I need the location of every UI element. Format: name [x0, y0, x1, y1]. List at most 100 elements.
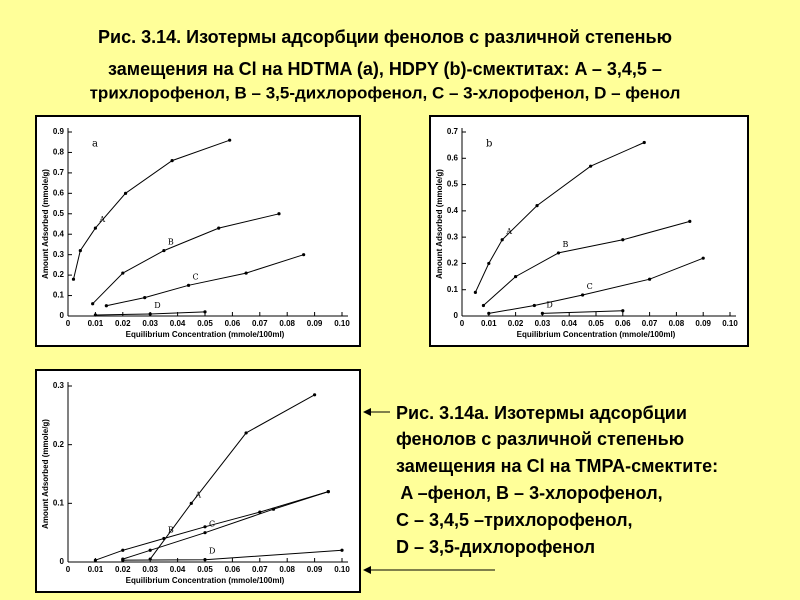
data-point: [143, 296, 147, 300]
x-tick-label: 0.06: [615, 319, 631, 328]
x-tick-label: 0.08: [279, 565, 295, 574]
data-point: [244, 271, 248, 275]
y-tick-label: 0.4: [53, 229, 65, 238]
y-tick-label: 0.7: [53, 168, 65, 177]
data-point: [621, 238, 625, 242]
x-tick-label: 0.09: [307, 565, 323, 574]
y-tick-label: 0.9: [53, 127, 65, 136]
data-point: [162, 536, 166, 541]
x-tick-label: 0.01: [88, 319, 104, 328]
series-label: C: [193, 272, 199, 281]
series-line: [149, 394, 315, 560]
y-tick-label: 0.1: [447, 285, 459, 294]
data-point: [642, 140, 646, 145]
series-label: A: [194, 490, 201, 499]
data-point: [203, 310, 207, 314]
caption-line: C – 3,4,5 –трихлорофенол,: [396, 510, 633, 530]
chart: 0 0.01 0.02 0.03 0.04 0.05 0.06 0.07 0.08 0.09 0.1…: [35, 115, 361, 347]
data-point: [535, 204, 539, 208]
series-label: C: [587, 282, 593, 291]
data-point: [258, 510, 262, 514]
y-tick-label: 0.2: [447, 259, 459, 268]
data-point: [203, 525, 207, 529]
y-tick-label: 0.2: [53, 270, 65, 279]
x-tick-label: 0.09: [695, 319, 711, 328]
x-tick-label: 0.05: [197, 319, 213, 328]
chart: 0 0.01 0.02 0.03 0.04 0.05 0.06 0.07 0.08 0.09 0.1…: [429, 115, 749, 347]
x-tick-label: 0: [460, 319, 465, 328]
x-tick-label: 0.07: [252, 565, 268, 574]
data-point: [313, 393, 317, 397]
x-tick-label: 0.04: [561, 319, 577, 328]
caption-line: Рис. 3.14а. Изотермы адсорбции: [396, 403, 687, 423]
y-tick-label: 0.1: [53, 498, 65, 507]
series-label: B: [168, 526, 174, 535]
x-axis-label: Equilibrium Concentration (mmole/100ml): [126, 576, 285, 585]
y-tick-label: 0.5: [447, 180, 459, 189]
series-label: B: [562, 240, 568, 249]
data-point: [162, 248, 166, 253]
data-point: [514, 274, 518, 279]
panel-letter: b: [486, 139, 492, 150]
y-tick-label: 0.7: [447, 127, 459, 136]
series-line: [542, 310, 623, 314]
data-point: [340, 548, 344, 552]
chart: 0 0.01 0.02 0.03 0.04 0.05 0.06 0.07 0.08 0.09 0.1…: [35, 369, 361, 593]
data-point: [170, 159, 174, 163]
panel-letter: a: [92, 139, 98, 150]
x-tick-label: 0.05: [588, 319, 604, 328]
title-line: замещения на Cl на HDTMA (a), HDPY (b)-с…: [108, 59, 662, 79]
x-tick-label: 0.06: [225, 319, 241, 328]
data-point: [104, 304, 108, 308]
caption-line: фенолов с различной степенью: [396, 429, 684, 449]
x-tick-label: 0.10: [722, 319, 738, 328]
data-point: [532, 303, 536, 308]
x-tick-label: 0.02: [115, 565, 131, 574]
data-point: [277, 212, 281, 216]
series-label: A: [505, 227, 512, 236]
x-tick-label: 0.01: [88, 565, 104, 574]
x-tick-label: 0.08: [669, 319, 685, 328]
y-tick-label: 0: [60, 311, 65, 320]
series-line: [95, 491, 329, 561]
series-label: D: [209, 547, 215, 556]
data-point: [540, 311, 545, 315]
y-tick-label: 0.6: [447, 153, 459, 162]
series-label: A: [98, 215, 105, 224]
data-point: [589, 164, 593, 168]
y-tick-label: 0.3: [447, 232, 459, 241]
data-point: [123, 191, 128, 195]
x-tick-label: 0: [66, 319, 71, 328]
y-tick-label: 0.4: [447, 206, 459, 215]
x-tick-label: 0.03: [142, 565, 158, 574]
series-label: C: [209, 520, 215, 529]
chart-frame: [35, 115, 361, 347]
x-tick-label: 0.03: [142, 319, 158, 328]
data-point: [701, 256, 705, 260]
y-tick-label: 0.6: [53, 188, 65, 197]
x-tick-label: 0.03: [535, 319, 551, 328]
data-point: [148, 312, 152, 316]
data-point: [556, 251, 561, 255]
data-point: [93, 558, 97, 562]
data-point: [481, 303, 486, 308]
y-tick-label: 0.2: [53, 440, 65, 449]
y-axis-label: Amount Adsorbed (mmole/g): [435, 169, 444, 279]
data-point: [688, 219, 692, 223]
chart-frame: [35, 369, 361, 593]
data-point: [93, 313, 97, 317]
data-point: [203, 531, 207, 535]
x-axis-label: Equilibrium Concentration (mmole/100ml): [126, 330, 285, 339]
x-tick-label: 0.02: [508, 319, 524, 328]
x-tick-label: 0.10: [334, 565, 350, 574]
y-tick-label: 0.3: [53, 250, 65, 259]
y-tick-label: 0.5: [53, 209, 65, 218]
data-point: [271, 507, 276, 511]
data-point: [621, 309, 625, 313]
x-tick-label: 0.07: [642, 319, 658, 328]
y-tick-label: 0.3: [53, 381, 65, 390]
data-point: [487, 261, 491, 266]
caption-line: D – 3,5-дихлорофенол: [396, 537, 595, 557]
data-point: [473, 290, 477, 294]
